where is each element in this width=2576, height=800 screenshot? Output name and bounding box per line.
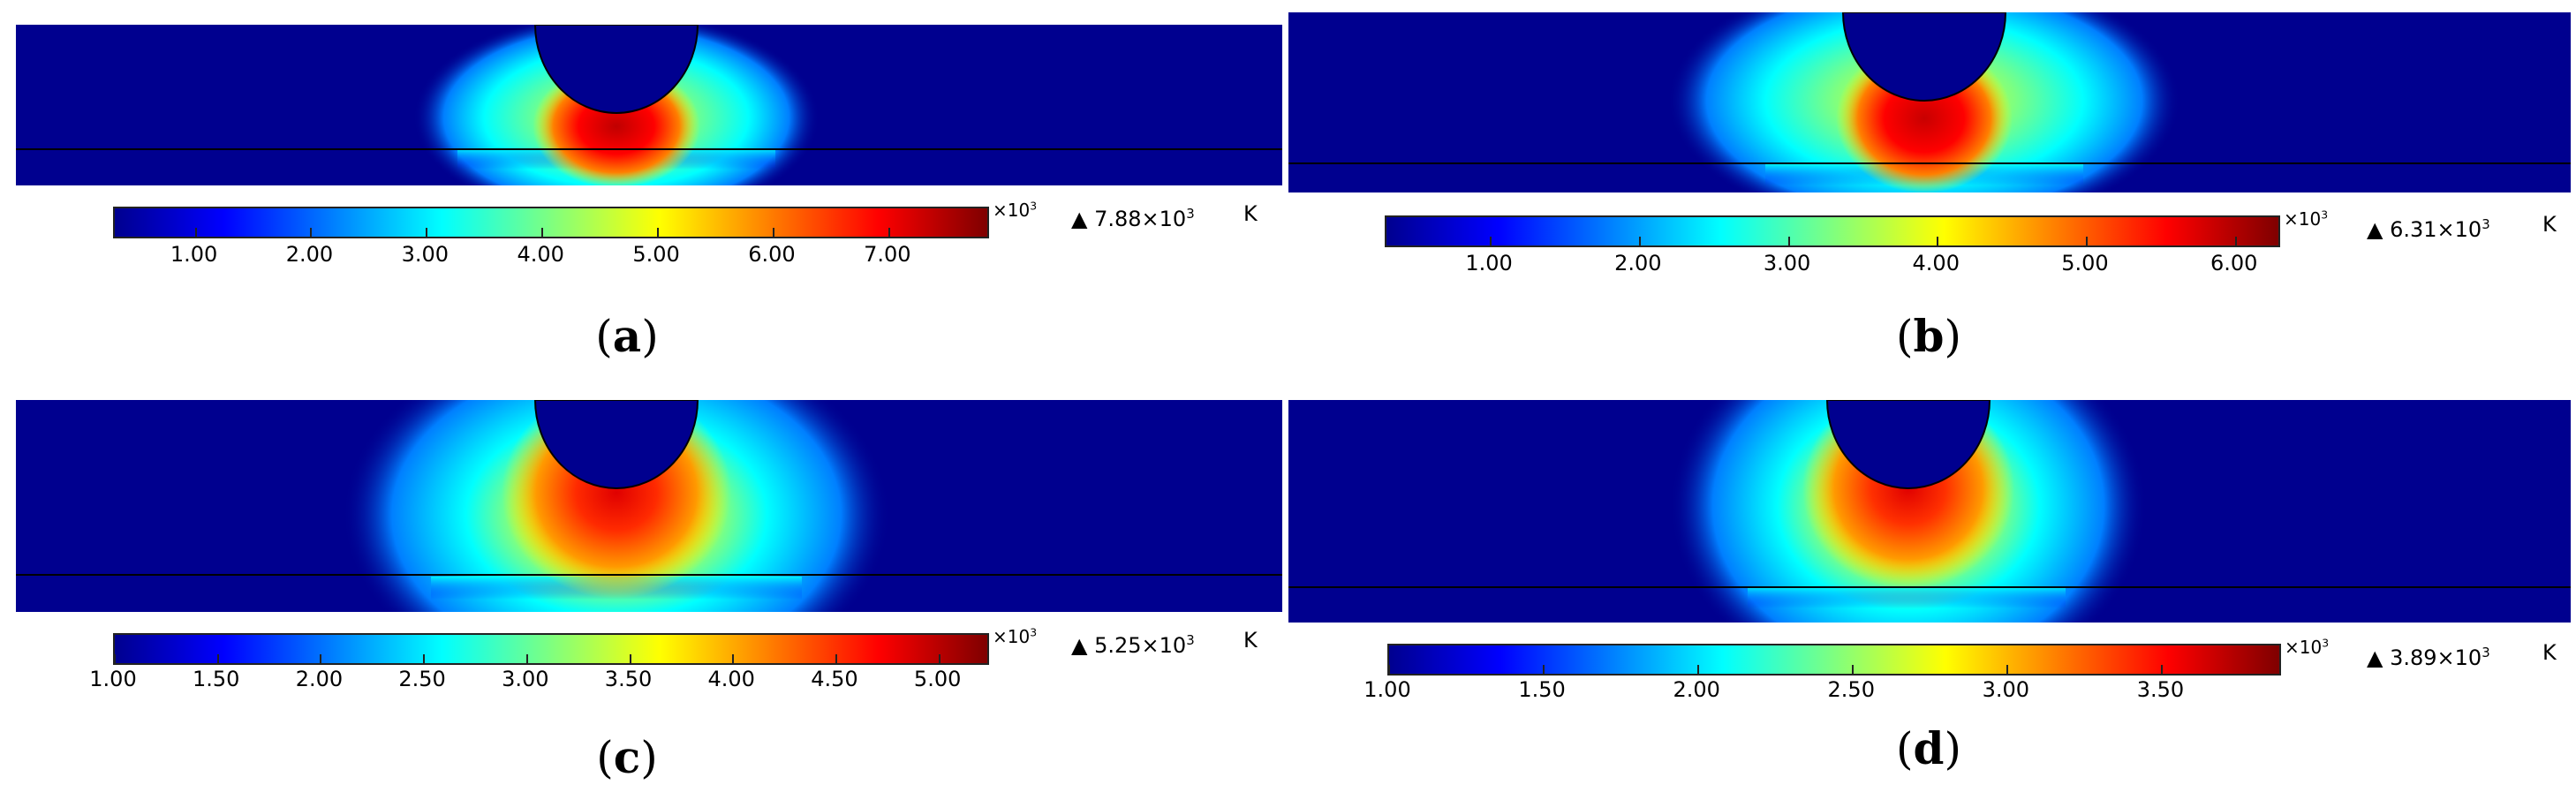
panel-a: 1.00 2.00 3.00 4.00 5.00 6.00 7.00 ×103 ▲ 7.88… <box>0 0 1288 400</box>
colorbar <box>1385 215 2280 247</box>
colorbar-tick-label: 4.00 <box>707 667 755 691</box>
colorbar-tick-mark <box>541 228 544 238</box>
particle-boundary <box>533 400 699 489</box>
temperature-field-svg <box>1288 12 2571 192</box>
colorbar <box>113 207 989 238</box>
particle-boundary <box>1841 12 2007 102</box>
colorbar <box>113 633 989 665</box>
colorbar-tick-mark <box>1697 665 1700 675</box>
unit-label: K <box>1243 201 1258 226</box>
colorbar-tick-label: 4.00 <box>517 242 564 267</box>
colorbar-tick-mark <box>194 228 197 238</box>
colorbar-tick-label: 1.50 <box>1518 677 1566 702</box>
temperature-field-plot <box>16 400 1282 612</box>
colorbar-tick-label: 1.00 <box>1364 677 1411 702</box>
colorbar-tick-mark <box>426 228 428 238</box>
colorbar-tick-label: 2.00 <box>1673 677 1720 702</box>
unit-label: K <box>2542 212 2557 237</box>
panel-caption: (c) <box>596 731 658 783</box>
colorbar-tick-label: 3.00 <box>1982 677 2030 702</box>
panel-d: 1.00 1.50 2.00 2.50 3.00 3.50 ×103 ▲ 3.89×103… <box>1288 400 2576 800</box>
colorbar-tick-label: 1.00 <box>1465 251 1513 275</box>
unit-label: K <box>2542 640 2557 665</box>
temperature-field-svg <box>16 400 1282 612</box>
max-value-label: ▲ 6.31×103 <box>2367 216 2490 242</box>
colorbar-tick-mark <box>629 654 631 665</box>
colorbar-tick-label: 1.00 <box>170 242 218 267</box>
colorbar-tick-mark <box>1787 237 1790 247</box>
colorbar-multiplier: ×103 <box>2285 636 2330 658</box>
particle-boundary <box>1825 400 1991 489</box>
colorbar-tick-label: 3.00 <box>401 242 449 267</box>
particle-boundary <box>533 25 699 114</box>
colorbar-tick-mark <box>2006 665 2009 675</box>
colorbar-tick-mark <box>2234 237 2237 247</box>
colorbar-tick-mark <box>114 654 116 665</box>
max-value-label: ▲ 7.88×103 <box>1071 206 1195 231</box>
colorbar-multiplier: ×103 <box>993 625 1038 647</box>
colorbar-tick-mark <box>1388 665 1390 675</box>
colorbar-tick-mark <box>888 228 890 238</box>
colorbar-tick-label: 2.00 <box>285 242 334 267</box>
colorbar-tick-label: 4.50 <box>811 667 858 691</box>
colorbar-tick-mark <box>525 654 528 665</box>
max-value-label: ▲ 5.25×103 <box>1071 632 1195 658</box>
colorbar-tick-mark <box>657 228 660 238</box>
colorbar-tick-mark <box>1490 237 1492 247</box>
colorbar-tick-label: 6.00 <box>748 242 796 267</box>
temperature-field-svg <box>1288 400 2571 623</box>
colorbar-tick-mark <box>772 228 774 238</box>
colorbar-tick-mark <box>1852 665 1855 675</box>
panel-caption: (a) <box>595 310 659 362</box>
colorbar-tick-label: 1.00 <box>89 667 137 691</box>
colorbar <box>1387 644 2281 675</box>
colorbar-tick-label: 3.50 <box>2136 677 2185 702</box>
colorbar-multiplier: ×103 <box>993 199 1038 221</box>
colorbar-tick-label: 5.00 <box>2061 251 2109 275</box>
colorbar-tick-mark <box>1937 237 1939 247</box>
max-value-label: ▲ 3.89×103 <box>2367 645 2490 670</box>
unit-label: K <box>1243 628 1258 653</box>
substrate-heat-band <box>1748 587 2066 608</box>
colorbar-tick-mark <box>423 654 426 665</box>
colorbar-tick-mark <box>320 654 322 665</box>
temperature-field-plot <box>1288 12 2571 192</box>
colorbar-tick-mark <box>2085 237 2088 247</box>
colorbar-tick-label: 3.00 <box>502 667 549 691</box>
colorbar-tick-label: 1.50 <box>192 667 240 691</box>
colorbar-tick-mark <box>938 654 941 665</box>
colorbar-tick-mark <box>1638 237 1641 247</box>
colorbar-tick-label: 3.50 <box>604 667 653 691</box>
colorbar-tick-label: 7.00 <box>864 242 911 267</box>
colorbar-tick-mark <box>2161 665 2164 675</box>
colorbar-tick-label: 3.00 <box>1763 251 1811 275</box>
colorbar-tick-label: 6.00 <box>2210 251 2258 275</box>
colorbar-tick-mark <box>732 654 735 665</box>
colorbar-tick-mark <box>310 228 313 238</box>
panel-caption: (b) <box>1896 310 1961 362</box>
colorbar-multiplier: ×103 <box>2284 208 2329 230</box>
panel-caption: (d) <box>1896 722 1961 774</box>
temperature-field-plot <box>1288 400 2571 623</box>
colorbar-tick-label: 2.00 <box>1614 251 1662 275</box>
colorbar-tick-mark <box>835 654 837 665</box>
colorbar-tick-mark <box>216 654 219 665</box>
colorbar-tick-label: 2.50 <box>398 667 446 691</box>
panel-b: 1.00 2.00 3.00 4.00 5.00 6.00 ×103 ▲ 6.31×103… <box>1288 0 2576 400</box>
panel-c: 1.00 1.50 2.00 2.50 3.00 3.50 4.00 4.50 5.00 ×10… <box>0 400 1288 800</box>
colorbar-tick-label: 4.00 <box>1912 251 1960 275</box>
colorbar-tick-label: 5.00 <box>632 242 680 267</box>
temperature-field-svg <box>16 25 1282 185</box>
colorbar-tick-label: 5.00 <box>913 667 962 691</box>
colorbar-tick-mark <box>1543 665 1545 675</box>
colorbar-tick-label: 2.00 <box>295 667 344 691</box>
temperature-field-plot <box>16 25 1282 185</box>
colorbar-tick-label: 2.50 <box>1827 677 1875 702</box>
